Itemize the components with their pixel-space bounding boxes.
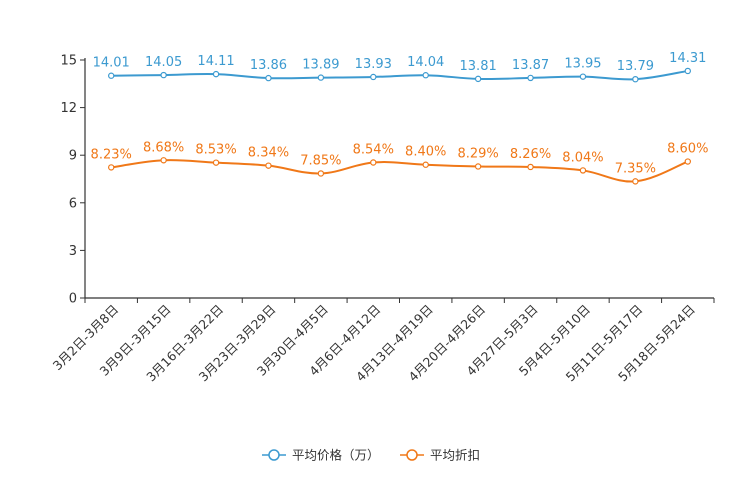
data-point: [684, 158, 691, 165]
series-line: [111, 159, 689, 183]
data-label: 13.95: [564, 57, 601, 72]
data-label: 8.26%: [510, 147, 551, 162]
y-tick-label: 12: [60, 101, 77, 116]
series-layer: [108, 67, 691, 185]
data-label: 8.04%: [562, 150, 603, 165]
data-label: 14.04: [407, 55, 444, 70]
data-label: 14.01: [93, 56, 130, 71]
data-label: 7.85%: [300, 153, 341, 168]
data-labels-layer: 14.01 14.05 14.11 13.86 13.89 13.93 14.04 13.81…: [91, 51, 709, 176]
data-point: [422, 72, 429, 79]
series-average-discount: [108, 157, 691, 185]
data-point: [212, 159, 220, 166]
data-point: [684, 67, 691, 75]
data-label: 8.34%: [248, 146, 289, 161]
data-label: 8.54%: [353, 142, 394, 157]
series-average-price: [108, 67, 691, 83]
legend-item-average-discount: 平均折扣: [400, 448, 480, 463]
data-point: [527, 74, 534, 82]
data-label: 14.31: [669, 51, 706, 66]
data-label: 13.87: [512, 58, 549, 73]
data-point: [160, 157, 167, 164]
chart-axes: [84, 58, 714, 299]
y-tick-label: 3: [69, 244, 77, 259]
data-point: [370, 73, 377, 81]
y-tick-label: 15: [60, 54, 77, 69]
data-point: [632, 75, 639, 83]
data-label: 13.79: [617, 59, 654, 74]
data-point: [632, 178, 639, 185]
data-point: [474, 75, 482, 83]
data-label: 7.35%: [615, 161, 656, 176]
data-label: 8.68%: [143, 140, 184, 155]
data-point: [370, 159, 377, 166]
data-point: [579, 73, 587, 80]
data-point: [474, 163, 482, 170]
y-axis-ticks: 0 3 6 9 12 15: [60, 54, 85, 307]
data-label: 13.93: [355, 57, 392, 72]
series-line: [111, 69, 688, 81]
data-label: 8.40%: [405, 145, 446, 160]
x-axis-ticks: 3月2日-3月8日3月9日-3月15日3月16日-3月22日3月23日-3月29…: [50, 298, 715, 384]
data-label: 8.23%: [91, 147, 132, 162]
legend-item-average-price: 平均价格（万）: [262, 448, 380, 463]
legend-label: 平均价格（万）: [292, 448, 380, 463]
data-point: [317, 74, 325, 81]
data-label: 8.53%: [195, 143, 236, 158]
legend-marker: [268, 449, 280, 461]
data-label: 8.60%: [667, 142, 708, 157]
y-tick-label: 0: [69, 292, 77, 307]
y-tick-label: 9: [69, 149, 77, 164]
data-point: [527, 163, 534, 171]
y-tick-label: 6: [69, 196, 77, 211]
data-point: [579, 167, 587, 174]
data-point: [108, 164, 115, 171]
data-label: 8.29%: [457, 146, 498, 161]
data-point: [212, 70, 220, 78]
data-point: [422, 161, 429, 168]
data-point: [265, 74, 272, 82]
data-point: [108, 72, 115, 79]
chart-legend: 平均价格（万） 平均折扣: [262, 448, 480, 463]
legend-marker: [406, 449, 418, 461]
data-label: 13.86: [250, 58, 287, 73]
data-point: [317, 170, 325, 177]
data-label: 13.89: [302, 58, 339, 73]
data-point: [265, 162, 272, 169]
legend-label: 平均折扣: [430, 448, 480, 463]
data-point: [160, 71, 167, 79]
data-label: 14.11: [197, 54, 234, 69]
data-label: 14.05: [145, 55, 182, 70]
data-label: 13.81: [460, 59, 497, 74]
